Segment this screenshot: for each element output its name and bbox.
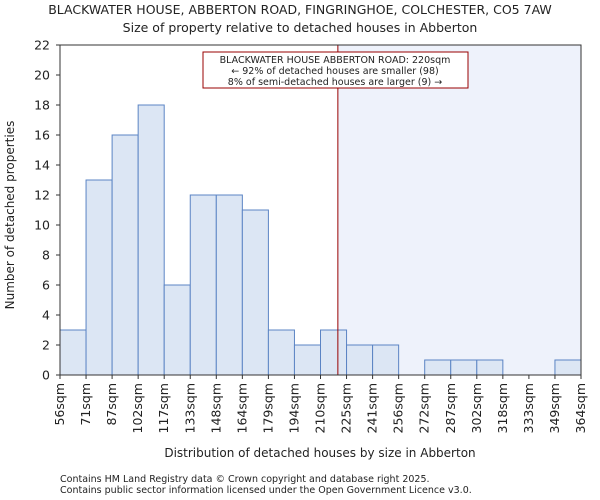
chart-title: BLACKWATER HOUSE, ABBERTON ROAD, FINGRIN… (48, 2, 552, 17)
y-tick-label: 16 (34, 128, 50, 143)
x-tick-label: 194sqm (286, 383, 301, 433)
x-tick-label: 272sqm (417, 383, 432, 433)
bar (241, 209, 269, 376)
highlight-region (337, 45, 581, 375)
bar (293, 344, 322, 376)
y-tick-label: 12 (34, 188, 50, 203)
x-tick-label: 87sqm (104, 383, 119, 426)
bar (267, 329, 295, 376)
y-tick-label: 18 (34, 98, 50, 113)
bar (137, 104, 165, 376)
x-tick-label: 349sqm (547, 383, 562, 433)
bar (320, 329, 348, 376)
y-tick-label: 0 (42, 368, 50, 383)
y-axis: 0 2 4 6 8 10 12 14 16 18 20 22 (34, 38, 60, 383)
plot-frame (59, 44, 582, 376)
x-tick-label: 71sqm (78, 383, 93, 426)
x-tick-label: 302sqm (469, 383, 484, 433)
bar (111, 134, 139, 376)
y-tick-label: 22 (34, 38, 50, 53)
x-tick-label: 56sqm (52, 383, 67, 426)
x-tick-label: 287sqm (443, 383, 458, 433)
x-tick-label: 102sqm (130, 383, 145, 433)
annotation-line-1: BLACKWATER HOUSE ABBERTON ROAD: 220sqm (220, 55, 451, 66)
bar (372, 344, 400, 376)
x-tick-label: 117sqm (156, 383, 171, 433)
bar (554, 359, 582, 376)
x-tick-label: 210sqm (313, 383, 328, 433)
bar (59, 329, 87, 376)
y-tick-label: 14 (34, 158, 50, 173)
y-tick-label: 20 (34, 68, 50, 83)
y-axis-label: Number of detached properties (3, 121, 17, 310)
x-axis: 56sqm 71sqm 87sqm 102sqm 117sqm 133sqm 148sqm 1… (52, 375, 588, 433)
bars (59, 104, 582, 376)
bar (215, 194, 243, 376)
y-tick-label: 6 (42, 278, 50, 293)
y-tick-label: 2 (42, 338, 50, 353)
footer-line-1: Contains HM Land Registry data © Crown c… (60, 474, 430, 485)
x-tick-label: 225sqm (339, 383, 354, 433)
bar (163, 284, 191, 376)
bar (189, 194, 217, 376)
annotation-line-3: 8% of semi-detached houses are larger (9… (228, 77, 442, 88)
x-tick-label: 333sqm (521, 383, 536, 433)
bar (450, 359, 478, 376)
x-tick-label: 364sqm (573, 383, 588, 433)
y-tick-label: 4 (42, 308, 50, 323)
annotation-line-2: ← 92% of detached houses are smaller (98… (231, 66, 438, 77)
annotation-box: BLACKWATER HOUSE ABBERTON ROAD: 220sqm ←… (202, 51, 469, 89)
x-tick-label: 241sqm (365, 383, 380, 433)
bar (346, 344, 374, 376)
chart-subtitle: Size of property relative to detached ho… (123, 20, 478, 35)
x-tick-label: 148sqm (208, 383, 223, 433)
y-tick-label: 10 (34, 218, 50, 233)
x-tick-label: 164sqm (234, 383, 249, 433)
x-tick-label: 256sqm (391, 383, 406, 433)
bar (85, 179, 113, 376)
x-tick-label: 179sqm (260, 383, 275, 433)
bar (424, 359, 452, 376)
bar (476, 359, 504, 376)
x-axis-label: Distribution of detached houses by size … (164, 446, 475, 460)
x-tick-label: 133sqm (182, 383, 197, 433)
footer-line-2: Contains public sector information licen… (60, 485, 472, 496)
x-tick-label: 318sqm (495, 383, 510, 433)
y-tick-label: 8 (42, 248, 50, 263)
